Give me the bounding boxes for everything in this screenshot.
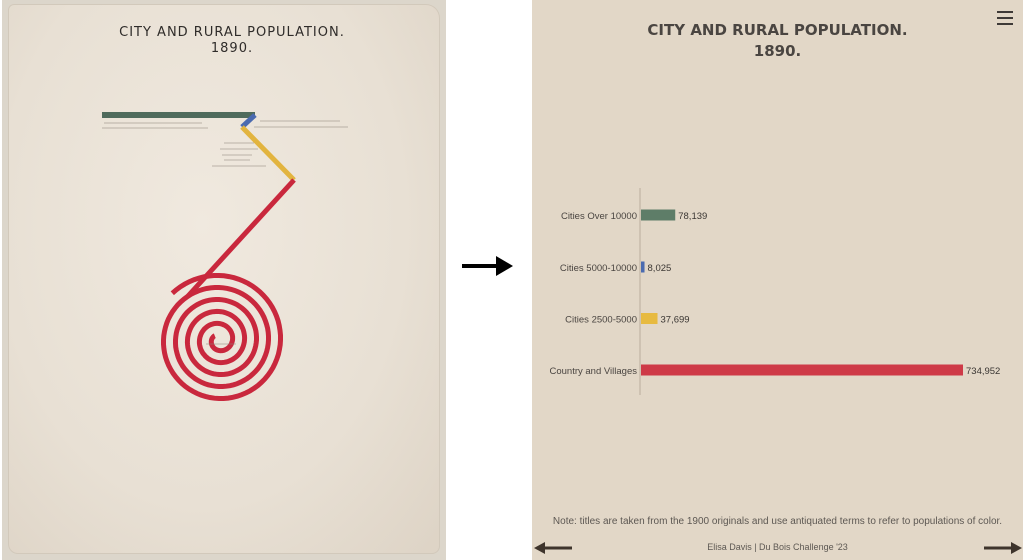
category-label: Cities 5000-10000 [560,263,637,274]
footnote: Note: titles are taken from the 1900 ori… [552,516,1003,527]
viz-title-line2: 1890. [753,42,802,60]
original-gold-segment [240,125,296,182]
category-label: Cities 2500-5000 [565,315,637,326]
original-faint-labels [102,120,348,345]
viz-title: CITY AND RURAL POPULATION. 1890. [532,20,1023,62]
author-credit: Elisa Davis | Du Bois Challenge '23 [707,542,848,552]
recreated-viz-panel: CITY AND RURAL POPULATION. 1890. Cities … [532,0,1023,560]
aged-paper [8,4,440,554]
bar[interactable] [641,261,645,273]
original-red-spiral [161,273,283,401]
viz-title-line1: CITY AND RURAL POPULATION. [647,21,908,39]
value-label: 78,139 [678,211,707,222]
right-arrow-icon [462,256,513,276]
value-label: 8,025 [648,263,672,274]
original-title-line1: CITY AND RURAL POPULATION. [119,25,345,40]
bar-chart: Cities Over 10000 78,139 Cities 5000-10000… [550,188,1000,395]
hamburger-menu-icon[interactable] [997,11,1013,25]
category-label: Country and Villages [550,366,638,377]
bar[interactable] [641,364,963,376]
original-spiral-chart [102,112,348,401]
previous-arrow-icon[interactable] [534,541,572,555]
value-label: 37,699 [661,315,690,326]
original-title-line2: 1890. [210,41,254,56]
original-plate-image: CITY AND RURAL POPULATION. 1890. [2,0,446,560]
next-arrow-icon[interactable] [984,541,1022,555]
original-blue-segment [240,113,257,129]
bar[interactable] [641,313,658,324]
value-label: 734,952 [966,366,1000,377]
bar[interactable] [641,209,676,221]
category-label: Cities Over 10000 [561,211,637,222]
